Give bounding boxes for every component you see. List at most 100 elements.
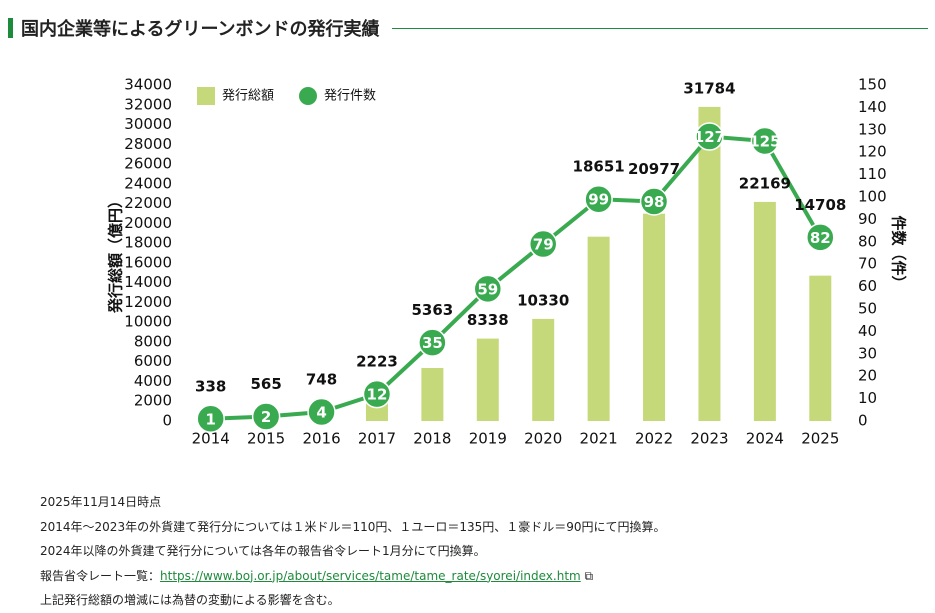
line-point: [307, 397, 336, 427]
y-tick-label: 28000: [124, 135, 172, 153]
y2-tick-label: 70: [858, 255, 877, 273]
data-label: 338: [195, 377, 226, 395]
y2-tick-label: 60: [858, 277, 877, 295]
title-rule: [391, 27, 928, 29]
y-tick-label: 26000: [124, 155, 172, 173]
bar: [809, 275, 832, 421]
point-label: 2: [261, 408, 271, 426]
point-label: 59: [477, 280, 498, 298]
point-label: 12: [367, 386, 388, 404]
y-tick-label: 32000: [124, 95, 172, 113]
point-label: 125: [749, 133, 780, 151]
x-tick-label: 2018: [413, 430, 451, 448]
data-label: 31784: [683, 79, 735, 97]
y2-tick-label: 110: [858, 165, 887, 183]
line-point: [528, 229, 558, 259]
note-link[interactable]: https://www.boj.or.jp/about/services/tam…: [160, 568, 581, 583]
y-tick-label: 4000: [134, 372, 172, 390]
y2-tick-label: 90: [858, 210, 877, 228]
line-point: [750, 126, 780, 156]
x-tick-label: 2019: [469, 430, 507, 448]
line-point: [584, 184, 613, 214]
line-point: [362, 379, 392, 409]
x-tick-label: 2016: [302, 430, 340, 448]
data-label: 2223: [356, 353, 398, 371]
bar: [753, 201, 776, 421]
y-tick-label: 20000: [124, 214, 172, 232]
y2-tick-label: 150: [858, 76, 887, 94]
x-tick-label: 2017: [358, 430, 396, 448]
bar: [476, 338, 499, 421]
bar: [587, 236, 610, 421]
y-tick-label: 34000: [124, 76, 172, 94]
y2-tick-label: 140: [858, 98, 887, 116]
notes: 2025年11月14日時点 2014年～2023年の外貨建て発行分については１米…: [40, 490, 666, 613]
point-label: 98: [644, 193, 665, 211]
line-point: [473, 274, 503, 304]
bar: [421, 368, 444, 421]
y-tick-label: 22000: [124, 194, 172, 212]
point-label: 1: [205, 410, 215, 428]
bar: [698, 106, 721, 421]
data-label: 748: [306, 371, 337, 389]
y2-tick-label: 50: [858, 300, 877, 318]
legend-swatch: [197, 87, 215, 105]
legend-label: 発行件数: [324, 89, 376, 104]
note-text: 報告省令レート一覧：: [40, 568, 161, 583]
point-label: 4: [316, 404, 326, 422]
page-title: 国内企業等によるグリーンボンドの発行実績: [21, 19, 380, 40]
y-axis-label: 発行総額（億円）: [107, 193, 125, 314]
x-tick-label: 2021: [580, 430, 618, 448]
y-tick-label: 8000: [134, 332, 172, 350]
y-tick-label: 16000: [124, 253, 172, 271]
note: 報告省令レート一覧：https://www.boj.or.jp/about/se…: [40, 568, 594, 583]
bar: [643, 213, 666, 421]
x-tick-label: 2015: [247, 430, 285, 448]
y2-tick-label: 40: [858, 322, 877, 340]
point-label: 127: [694, 128, 725, 146]
y2-tick-label: 120: [858, 143, 887, 161]
y2-tick-label: 100: [858, 188, 887, 206]
line-point: [251, 402, 281, 431]
point-label: 82: [810, 229, 831, 247]
y-tick-label: 12000: [124, 293, 172, 311]
y-tick-label: 30000: [124, 115, 172, 133]
x-tick-label: 2020: [524, 430, 562, 448]
point-label: 99: [588, 191, 609, 209]
x-tick-label: 2024: [746, 430, 784, 448]
y2-tick-label: 20: [858, 367, 877, 385]
y-tick-label: 18000: [124, 234, 172, 252]
y2-tick-label: 0: [858, 412, 868, 430]
y2-axis-label: 件数（件）: [890, 215, 908, 290]
line-point: [196, 404, 225, 434]
title-marker: [8, 18, 13, 38]
line-point: [639, 187, 669, 216]
chart: 0200040006000800010000120001400016000180…: [107, 76, 908, 448]
note: 2014年～2023年の外貨建て発行分については１米ドル＝110円、１ユーロ＝1…: [40, 519, 666, 534]
legend-label: 発行総額: [222, 89, 274, 104]
x-tick-label: 2022: [635, 430, 673, 448]
data-label: 565: [250, 375, 281, 393]
y2-tick-label: 30: [858, 344, 877, 362]
bar: [532, 318, 555, 421]
data-label: 10330: [517, 291, 569, 309]
line-point: [418, 328, 447, 357]
y2-tick-label: 130: [858, 120, 887, 138]
x-tick-label: 2014: [192, 430, 230, 448]
data-label: 18651: [573, 158, 625, 176]
x-tick-label: 2025: [801, 430, 839, 448]
y-tick-label: 24000: [124, 174, 172, 192]
line: [210, 134, 823, 421]
y-tick-label: 10000: [124, 313, 172, 331]
y-tick-label: 0: [162, 412, 172, 430]
y-tick-label: 6000: [134, 352, 172, 370]
x-tick-label: 2023: [690, 430, 728, 448]
data-label: 20977: [628, 160, 680, 178]
note: 上記発行総額の増減には為替の変動による影響を含む。: [40, 593, 340, 607]
point-label: 35: [422, 334, 443, 352]
header: 国内企業等によるグリーンボンドの発行実績: [8, 14, 928, 42]
y2-tick-label: 10: [858, 389, 877, 407]
data-label: 14708: [794, 196, 846, 214]
line-point: [806, 223, 835, 252]
